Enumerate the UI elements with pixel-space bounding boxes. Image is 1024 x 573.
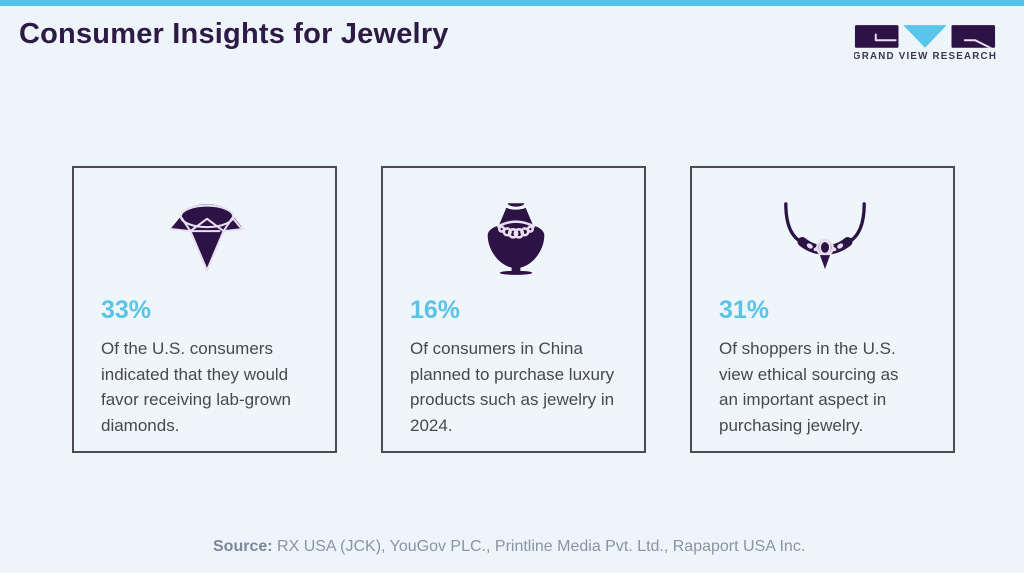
svg-text:GRAND VIEW RESEARCH: GRAND VIEW RESEARCH bbox=[854, 51, 996, 62]
